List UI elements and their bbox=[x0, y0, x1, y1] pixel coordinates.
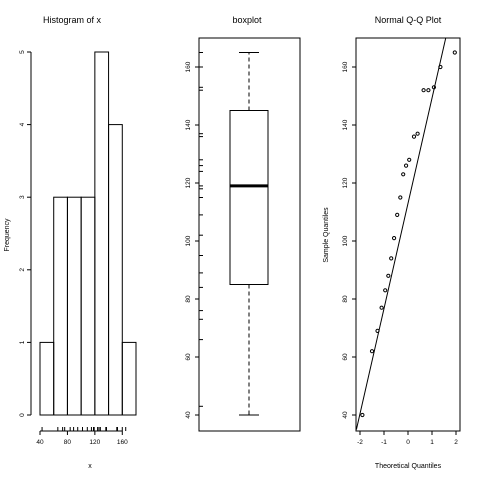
boxplot-y-tick-label: 80 bbox=[185, 295, 192, 303]
histogram-x-tick-label: 160 bbox=[117, 439, 128, 446]
histogram-bar bbox=[108, 124, 123, 416]
qq-point bbox=[401, 172, 406, 177]
histogram-y-tick-label: 0 bbox=[19, 413, 26, 417]
boxplot-y-tick-label: 140 bbox=[185, 119, 192, 130]
qq-reference-line-segment bbox=[356, 38, 447, 430]
qq-point bbox=[411, 134, 417, 139]
qq-x-tick-label: 0 bbox=[406, 439, 410, 446]
histogram-xlabel: x bbox=[88, 463, 92, 470]
boxplot-y-tick-label: 160 bbox=[185, 61, 192, 72]
qq-x-tick-label: 1 bbox=[430, 439, 434, 446]
qq-point bbox=[398, 195, 403, 200]
qq-point bbox=[389, 256, 394, 261]
qq-x-tick-label: -1 bbox=[381, 439, 387, 446]
qq-ylabel: Sample Quantiles bbox=[323, 207, 330, 263]
histogram-panel: Histogram of x x Frequency 0 1 2 3 4 5 40 80 12… bbox=[4, 15, 137, 470]
boxplot-frame bbox=[198, 37, 301, 432]
histogram-x-tick-label: 120 bbox=[89, 439, 100, 446]
qq-point bbox=[431, 85, 437, 90]
qq-y-axis: 40 60 80 100 120 140 160 bbox=[342, 61, 356, 419]
qq-point bbox=[391, 236, 397, 241]
qq-point bbox=[438, 64, 443, 70]
boxplot-panel: boxplot 40 60 80 100 120 140 160 bbox=[185, 15, 301, 432]
qq-point bbox=[407, 157, 412, 162]
histogram-ylabel: Frequency bbox=[4, 218, 11, 252]
qq-y-tick-label: 40 bbox=[342, 411, 349, 419]
qq-x-axis: -2 -1 0 1 2 bbox=[357, 431, 458, 446]
qq-y-tick-label: 160 bbox=[342, 61, 349, 72]
qq-xlabel: Theoretical Quantiles bbox=[375, 463, 442, 470]
qq-point bbox=[452, 50, 457, 55]
histogram-y-axis: 0 1 2 3 4 5 bbox=[19, 50, 32, 417]
qq-title: Normal Q-Q Plot bbox=[375, 15, 442, 25]
qq-y-tick-label: 140 bbox=[342, 119, 349, 130]
histogram-rug bbox=[41, 427, 127, 431]
boxplot-box bbox=[229, 110, 269, 285]
qq-point bbox=[369, 349, 375, 354]
qq-point bbox=[379, 305, 384, 310]
qq-point bbox=[383, 288, 388, 293]
histogram-x-axis: 40 80 120 160 bbox=[36, 430, 128, 446]
histogram-bar bbox=[66, 196, 82, 416]
qq-point bbox=[386, 273, 391, 278]
histogram-y-tick-label: 3 bbox=[19, 195, 26, 199]
qq-point bbox=[426, 88, 431, 93]
qq-x-tick-label: -2 bbox=[357, 439, 363, 446]
qq-point bbox=[395, 212, 400, 217]
qq-point bbox=[403, 163, 409, 168]
histogram-title: Histogram of x bbox=[43, 15, 102, 25]
qq-panel: Normal Q-Q Plot Theoretical Quantiles Sa… bbox=[323, 15, 461, 470]
boxplot-y-tick-label: 60 bbox=[185, 353, 192, 361]
boxplot-y-tick-label: 40 bbox=[185, 411, 192, 419]
boxplot-y-tick-label: 100 bbox=[185, 235, 192, 246]
qq-point bbox=[415, 131, 420, 136]
histogram-bar bbox=[94, 51, 110, 416]
histogram-bar bbox=[80, 196, 96, 416]
histogram-bar bbox=[53, 196, 68, 416]
boxplot-y-tick-label: 120 bbox=[185, 177, 192, 188]
qq-point bbox=[360, 412, 365, 418]
qq-points bbox=[360, 50, 457, 418]
qq-reference-line bbox=[356, 38, 447, 430]
qq-point bbox=[375, 328, 380, 333]
histogram-bar bbox=[121, 341, 137, 416]
qq-y-tick-label: 80 bbox=[342, 295, 349, 303]
qq-x-tick-label: 2 bbox=[454, 439, 458, 446]
qq-point bbox=[421, 88, 426, 93]
histogram-y-tick-label: 1 bbox=[19, 340, 26, 344]
histogram-x-tick-label: 40 bbox=[36, 439, 44, 446]
boxplot-body bbox=[229, 52, 269, 416]
boxplot-title: boxplot bbox=[232, 15, 262, 25]
qq-y-tick-label: 120 bbox=[342, 177, 349, 188]
qq-y-tick-label: 60 bbox=[342, 353, 349, 361]
histogram-bar bbox=[39, 341, 55, 416]
boxplot-rug bbox=[199, 52, 203, 407]
qq-y-tick-label: 100 bbox=[342, 235, 349, 246]
histogram-y-tick-label: 4 bbox=[19, 122, 26, 126]
boxplot-y-axis: 40 60 80 100 120 140 160 bbox=[185, 61, 199, 419]
histogram-y-tick-label: 2 bbox=[19, 268, 26, 272]
histogram-bars bbox=[39, 51, 137, 416]
qq-frame bbox=[355, 37, 461, 432]
histogram-y-tick-label: 5 bbox=[19, 50, 26, 54]
histogram-x-tick-label: 80 bbox=[64, 439, 72, 446]
